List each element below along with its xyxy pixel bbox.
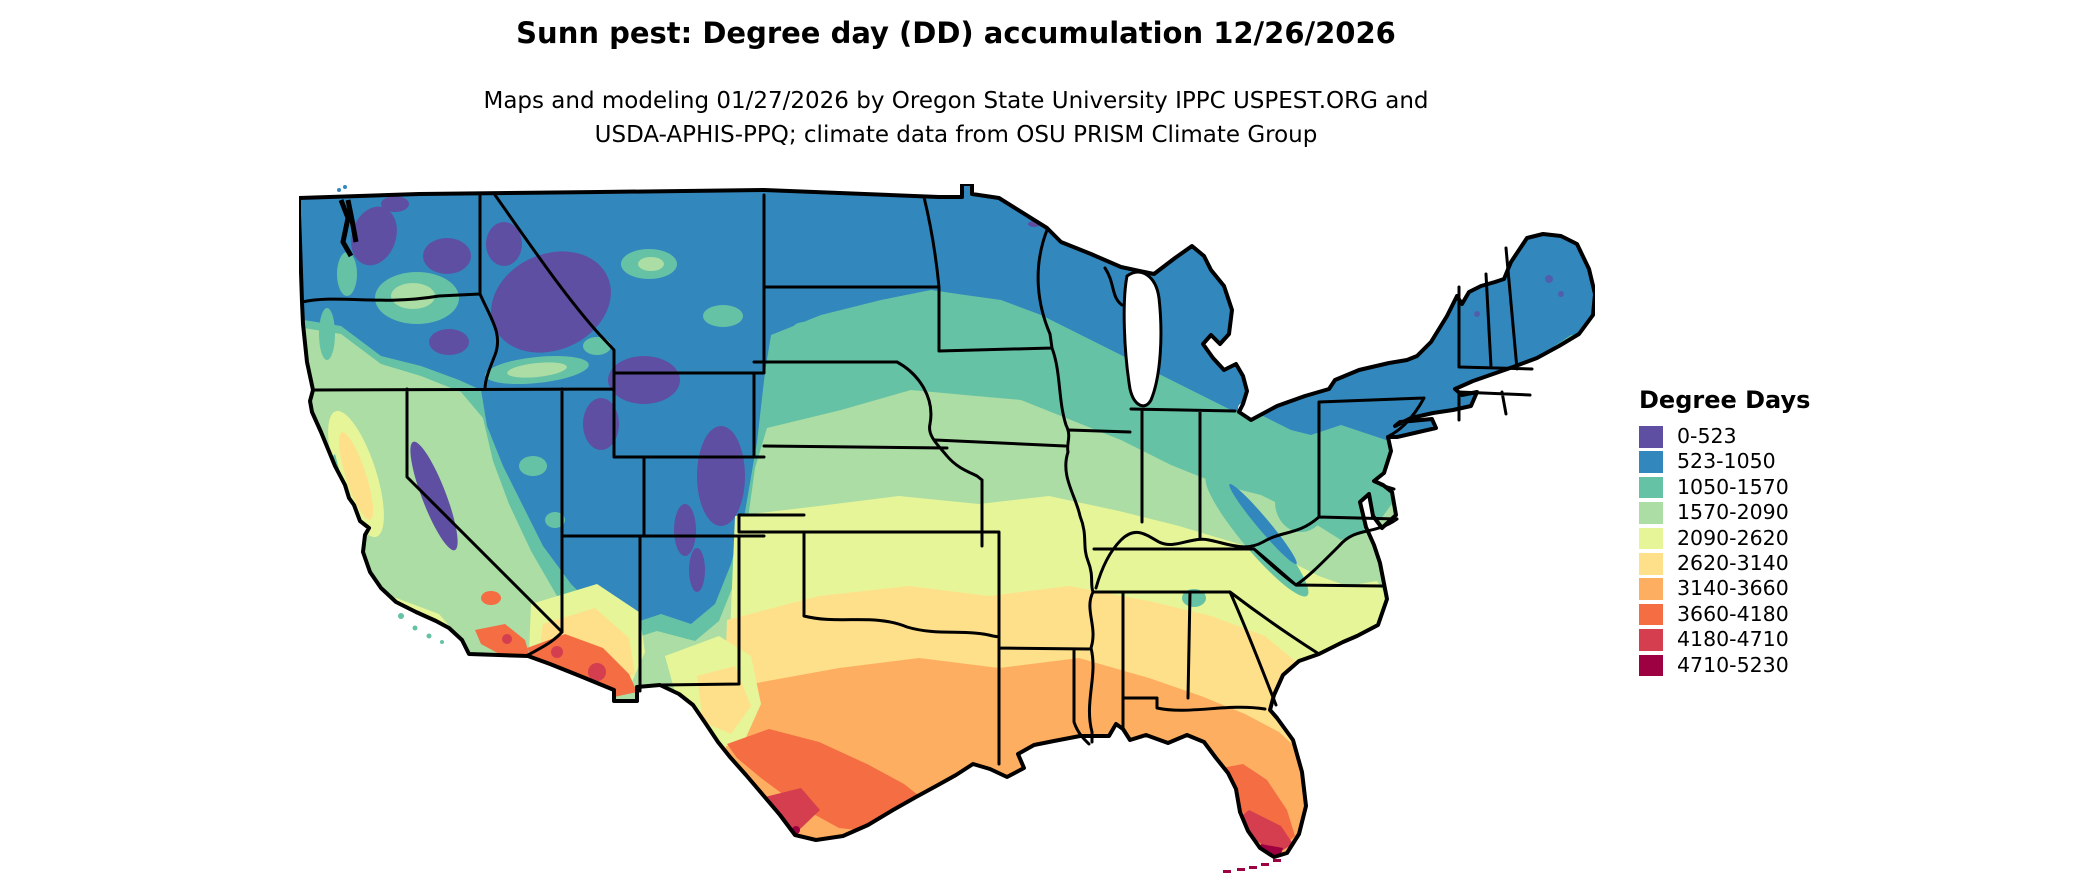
legend-swatch (1639, 426, 1663, 448)
legend-swatch (1639, 527, 1663, 550)
legend-row: 1050-1570 (1639, 474, 1810, 499)
legend-swatch (1639, 502, 1663, 524)
legend-row: 3660-4180 (1639, 601, 1810, 626)
legend-row: 2620-3140 (1639, 550, 1810, 575)
legend-label: 1050-1570 (1677, 474, 1789, 499)
legend-row: 2090-2620 (1639, 525, 1810, 550)
page-subtitle: Maps and modeling 01/27/2026 by Oregon S… (0, 84, 1912, 152)
legend-swatch (1639, 451, 1663, 473)
legend-row: 3140-3660 (1639, 578, 1810, 600)
legend-label: 1570-2090 (1677, 500, 1789, 525)
legend-label: 523-1050 (1677, 449, 1776, 474)
us-outline (297, 182, 1597, 859)
subtitle-line-2: USDA-APHIS-PPQ; climate data from OSU PR… (594, 122, 1318, 148)
map-legend: Degree Days 0-523 523-1050 1050-1570 1570-2… (1639, 386, 1810, 680)
legend-entries: 0-523 523-1050 1050-1570 1570-2090 2090-2620… (1639, 424, 1810, 677)
page-title: Sunn pest: Degree day (DD) accumulation … (516, 16, 1396, 50)
legend-row: 4710-5230 (1639, 652, 1810, 677)
legend-row: 523-1050 (1639, 451, 1810, 473)
lake-michigan (1122, 270, 1163, 408)
legend-label: 3140-3660 (1677, 576, 1789, 601)
legend-swatch (1639, 476, 1663, 499)
florida-keys (1223, 859, 1281, 873)
legend-swatch (1639, 654, 1663, 677)
channel-islands (337, 185, 444, 644)
legend-label: 4180-4710 (1677, 627, 1789, 652)
legend-swatch (1639, 578, 1663, 600)
legend-title: Degree Days (1639, 386, 1811, 414)
legend-label: 0-523 (1677, 424, 1737, 448)
legend-label: 3660-4180 (1677, 601, 1789, 626)
legend-row: 1570-2090 (1639, 502, 1810, 524)
puget-sound (338, 199, 359, 258)
subtitle-line-1: Maps and modeling 01/27/2026 by Oregon S… (483, 88, 1429, 114)
legend-label: 2090-2620 (1677, 525, 1789, 550)
legend-row: 0-523 (1639, 424, 1810, 448)
us-map-svg (297, 182, 1597, 873)
legend-swatch (1639, 629, 1663, 651)
legend-row: 4180-4710 (1639, 629, 1810, 651)
legend-swatch (1639, 552, 1663, 575)
legend-swatch (1639, 603, 1663, 626)
us-degree-day-map (297, 182, 1597, 878)
state-borders (300, 193, 1534, 766)
legend-label: 4710-5230 (1677, 652, 1789, 677)
legend-label: 2620-3140 (1677, 550, 1789, 575)
